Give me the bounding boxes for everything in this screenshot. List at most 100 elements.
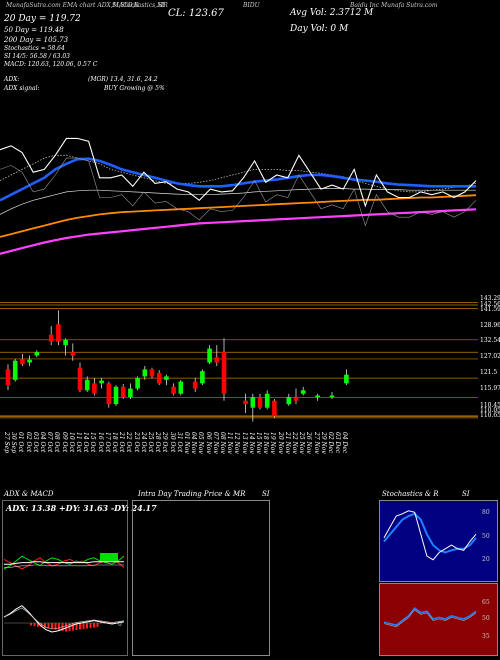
adx-highlight-bar (100, 553, 118, 561)
ema-200: 200 Day = 105.73 (4, 36, 69, 44)
stochastics-k-line (383, 510, 477, 561)
rsi-tick-65: 65 (482, 599, 490, 606)
macd-histogram-bar (75, 623, 78, 630)
ema-20: 20 Day = 119.72 (4, 14, 81, 24)
candle-body (257, 397, 263, 408)
adx-mgr: (MGR) 13.4, 31.6, 24.2 (88, 76, 158, 83)
price-level-label: 121.5 (480, 369, 498, 376)
adx-line (4, 561, 124, 565)
candle-body (243, 400, 248, 405)
candle-body (344, 374, 349, 384)
rsi-line (383, 606, 477, 627)
stochastics-d-line (383, 512, 477, 554)
price-level-label: 141.59 (480, 306, 500, 313)
header-ema: EMA chart (62, 2, 96, 9)
candle-body (77, 367, 83, 391)
candle-body (84, 379, 90, 391)
candle-body (63, 339, 68, 346)
price-line (0, 137, 477, 208)
candle-body (20, 359, 25, 365)
macd-histogram-bar (44, 623, 46, 628)
candle-body (221, 352, 227, 394)
price-level-label: 127.02 (480, 353, 500, 360)
price-level-label: 128.96 (480, 322, 500, 329)
intra-panel-si: SI (262, 490, 270, 498)
macd-histogram-bar (40, 623, 43, 628)
macd-histogram-bar (54, 623, 57, 630)
macd-histogram-bar (72, 623, 74, 631)
candle-body (164, 376, 169, 380)
ema-100-line (0, 188, 476, 215)
rsi-secondary-line (383, 609, 477, 628)
candle-body (142, 369, 148, 377)
candle-body (315, 395, 320, 398)
intraday-panel (132, 500, 270, 656)
candle-body (12, 360, 18, 380)
candle-body (207, 348, 212, 363)
day-volume: Day Vol: 0 M (290, 24, 349, 34)
stoch-tick-20: 20 (482, 556, 490, 563)
candle-body (99, 380, 104, 384)
price-level-label: 142.56 (480, 301, 500, 308)
macd-histogram-bar (100, 622, 102, 624)
price-chart (0, 137, 478, 422)
candle-body (214, 357, 220, 363)
macd-signal-line (3, 607, 125, 630)
price-level-label: 110.65 (480, 412, 500, 419)
header-si: SI (158, 2, 165, 9)
candle-body (293, 397, 299, 401)
macd-histogram-bar (96, 623, 99, 627)
ema-long-line (0, 208, 477, 255)
candle-body (5, 369, 11, 386)
macd-histogram-bar (93, 623, 95, 628)
price-level-label: 143.29 (480, 295, 500, 302)
header-si-stoch: SI,Stochastics,MR (112, 2, 168, 9)
price-level-label: 115.97 (480, 385, 500, 392)
candle-body (192, 381, 198, 389)
candle-body (264, 393, 270, 408)
candle-body (329, 395, 335, 398)
adx-values: ADX: 13.38 +DY: 31.63 -DY: 24.17 (6, 503, 157, 513)
header-row: MunafaSutra.com EMA chart ADX,MACD,R (6, 2, 139, 9)
intra-panel-title: Intra Day Trading Price & MR (138, 490, 246, 498)
candle-body (171, 386, 176, 394)
macd-tick-0: 0 (118, 621, 122, 628)
candle-body (156, 372, 162, 384)
macd-histogram-bar (107, 622, 109, 624)
candle-body (149, 369, 155, 377)
macd-histogram-bar (82, 623, 85, 629)
adx-label: ADX: (4, 76, 20, 83)
candle-body (128, 388, 133, 398)
macd-histogram-bar (86, 623, 88, 629)
si-value: SI 14/5: 56.58 / 63.03 (4, 53, 70, 60)
macd-histogram-bar (47, 623, 50, 629)
candle-body (250, 397, 256, 408)
stoch-tick-50: 50 (482, 533, 490, 540)
candle-body (272, 400, 277, 417)
header-company: Baidu Inc Munafa Sutra.com (350, 2, 438, 9)
adx-signal-value: BUY Growing @ 5% (104, 85, 165, 92)
adx-panel-title: ADX & MACD (4, 490, 54, 498)
candle-body (300, 390, 306, 394)
stochastics-panel (379, 500, 498, 582)
macd-value: MACD: 120.63, 120.06, 0.57 C (4, 61, 98, 68)
macd-histogram-bar (58, 623, 60, 631)
adx-macd-panel (2, 500, 128, 656)
stoch-tick-80: 80 (482, 509, 490, 516)
macd-histogram-bar (37, 623, 39, 627)
candle-body (120, 386, 126, 398)
stoch-panel-title: Stochastics & R (382, 490, 439, 498)
ema-200-line (0, 194, 477, 238)
avg-volume: Avg Vol: 2.3712 M (290, 8, 374, 18)
macd-histogram-bar (65, 623, 67, 632)
macd-histogram-bar (79, 623, 81, 630)
candle-body (200, 371, 205, 384)
candle-body (34, 352, 40, 356)
candle-body (27, 359, 32, 363)
candle-body (48, 334, 54, 342)
adx-line-secondary (4, 564, 124, 568)
header-site: MunafaSutra.com (6, 2, 61, 9)
ticker: BIDU (243, 2, 260, 9)
rsi-panel (379, 583, 498, 656)
